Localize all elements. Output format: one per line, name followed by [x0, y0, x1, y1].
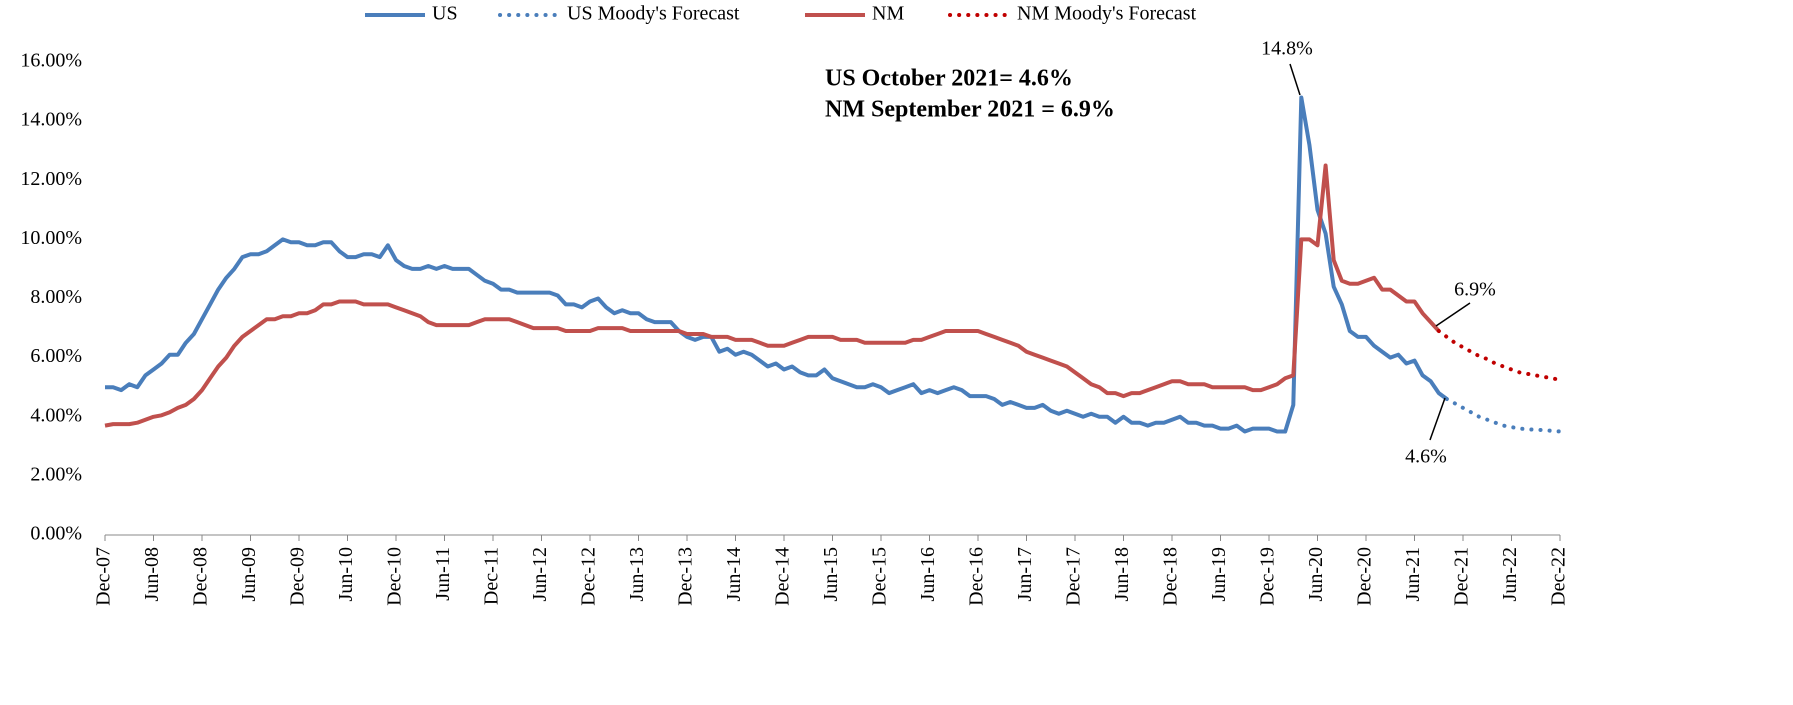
y-tick-label: 10.00% — [20, 227, 82, 249]
x-tick-label: Dec-16 — [966, 547, 988, 606]
y-tick-label: 16.00% — [20, 50, 82, 72]
x-tick-label: Jun-22 — [1499, 547, 1521, 601]
legend-label: US — [432, 3, 458, 25]
x-tick-label: Dec-11 — [481, 547, 503, 605]
annotation: 14.8% — [1261, 38, 1313, 60]
y-tick-label: 6.00% — [30, 345, 82, 367]
x-tick-label: Jun-17 — [1014, 547, 1036, 601]
x-tick-label: Jun-12 — [529, 547, 551, 601]
legend-label: US Moody's Forecast — [567, 3, 740, 25]
x-tick-label: Jun-21 — [1402, 547, 1424, 601]
x-tick-label: Dec-15 — [869, 547, 891, 606]
legend-label: NM Moody's Forecast — [1017, 3, 1197, 25]
annotation: 4.6% — [1405, 446, 1447, 468]
x-tick-label: Dec-21 — [1451, 547, 1473, 606]
x-tick-label: Jun-08 — [141, 547, 163, 601]
x-tick-label: Dec-09 — [287, 547, 309, 606]
annotation-leader — [1289, 63, 1301, 96]
x-tick-label: Dec-12 — [578, 547, 600, 606]
x-tick-label: Jun-15 — [820, 547, 842, 601]
x-tick-label: Dec-18 — [1160, 547, 1182, 606]
x-tick-label: Jun-11 — [432, 547, 454, 601]
x-tick-label: Jun-19 — [1208, 547, 1230, 601]
x-tick-label: Jun-14 — [723, 547, 745, 601]
y-tick-label: 14.00% — [20, 109, 82, 131]
x-tick-label: Dec-22 — [1548, 547, 1570, 606]
y-tick-label: 4.00% — [30, 404, 82, 426]
y-tick-label: 0.00% — [30, 523, 82, 545]
x-tick-label: Dec-17 — [1063, 547, 1085, 606]
x-tick-label: Jun-13 — [626, 547, 648, 601]
x-tick-label: Jun-16 — [917, 547, 939, 601]
x-tick-label: Jun-09 — [238, 547, 260, 601]
y-tick-label: 2.00% — [30, 463, 82, 485]
annotation: 6.9% — [1454, 279, 1496, 301]
y-tick-label: 12.00% — [20, 168, 82, 190]
x-tick-label: Dec-10 — [384, 547, 406, 606]
series-line — [1444, 397, 1562, 434]
x-tick-label: Jun-18 — [1111, 547, 1133, 601]
x-tick-label: Jun-20 — [1305, 547, 1327, 601]
legend-label: NM — [872, 3, 904, 25]
x-tick-label: Dec-19 — [1257, 547, 1279, 606]
x-tick-label: Dec-13 — [675, 547, 697, 606]
x-tick-label: Dec-07 — [93, 547, 115, 606]
info-line: NM September 2021 = 6.9% — [825, 97, 1115, 123]
y-tick-label: 8.00% — [30, 286, 82, 308]
series-line — [105, 95, 1448, 434]
x-tick-label: Jun-10 — [335, 547, 357, 601]
x-tick-label: Dec-08 — [190, 547, 212, 606]
x-tick-label: Dec-14 — [772, 547, 794, 606]
annotation-leader — [1429, 397, 1446, 441]
series-line — [104, 163, 1441, 428]
x-tick-label: Dec-20 — [1354, 547, 1376, 606]
info-line: US October 2021= 4.6% — [825, 66, 1073, 92]
series-line — [1436, 329, 1562, 382]
annotation-leader — [1435, 302, 1471, 327]
